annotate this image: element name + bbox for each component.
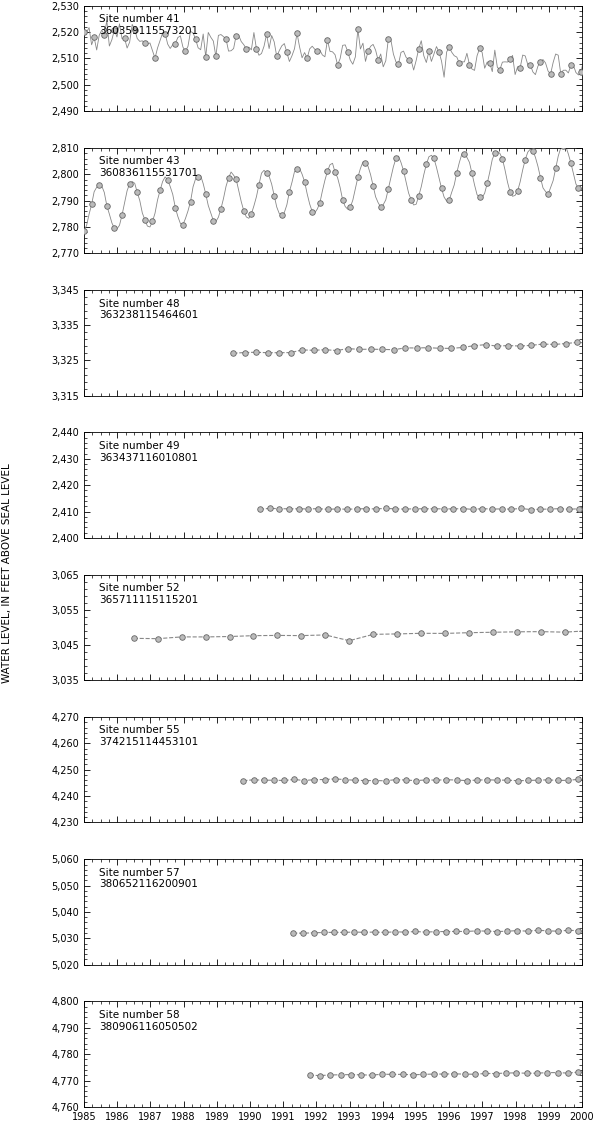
Text: Site number 41
360359115573201: Site number 41 360359115573201 <box>99 14 198 36</box>
Text: Site number 57
380652116200901: Site number 57 380652116200901 <box>99 867 198 889</box>
Text: Site number 55
374215114453101: Site number 55 374215114453101 <box>99 725 198 747</box>
Text: Site number 48
363238115464601: Site number 48 363238115464601 <box>99 298 198 320</box>
Text: Site number 58
380906116050502: Site number 58 380906116050502 <box>99 1009 197 1031</box>
Text: Site number 49
363437116010801: Site number 49 363437116010801 <box>99 440 198 462</box>
Text: Site number 43
360836115531701: Site number 43 360836115531701 <box>99 156 198 178</box>
Text: WATER LEVEL, IN FEET ABOVE SEAL LEVEL: WATER LEVEL, IN FEET ABOVE SEAL LEVEL <box>2 463 12 684</box>
Text: Site number 52
365711115115201: Site number 52 365711115115201 <box>99 583 198 604</box>
